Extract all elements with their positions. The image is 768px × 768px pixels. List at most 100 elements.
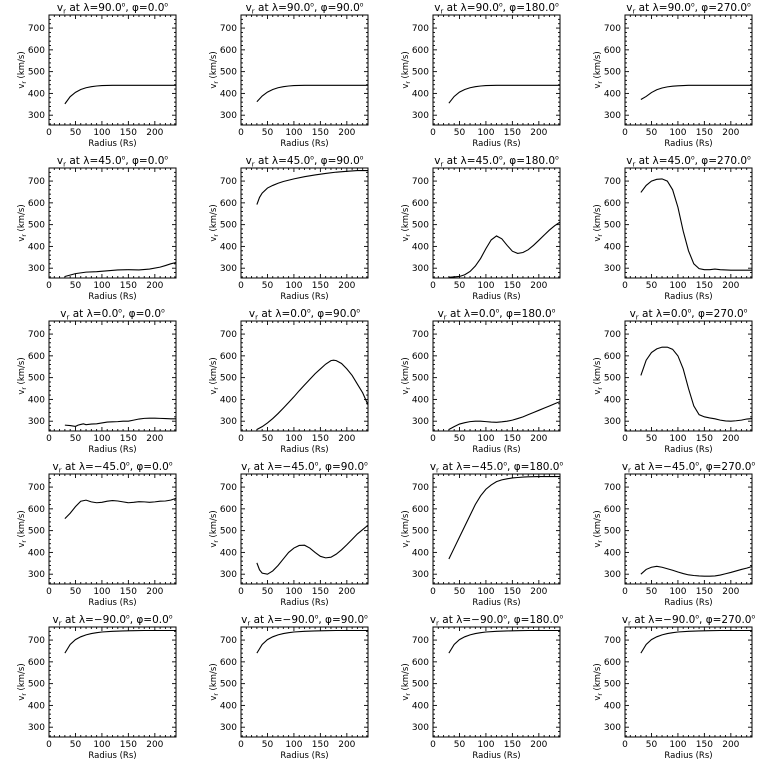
x-tick-label: 200 (530, 128, 547, 138)
chart-svg: vr at λ=45.0o, φ=270.0o 0 50 100 150 200 300 40… (593, 155, 753, 302)
series-line (256, 359, 368, 430)
x-tick-label: 50 (262, 434, 274, 444)
chart-svg: vr at λ=90.0o, φ=180.0o 0 50 100 150 200 300 40… (401, 2, 561, 149)
chart-title: vr at λ=−45.0o, φ=90.0o (241, 461, 368, 475)
x-tick-label: 100 (285, 587, 302, 597)
y-tick-label: 400 (28, 242, 45, 252)
y-axis-label: vr (km/s) (401, 510, 412, 547)
chart-panel: vr at λ=90.0o, φ=0.0o 0 50 100 150 200 300 400 5… (0, 0, 192, 153)
x-tick-label: 200 (338, 128, 355, 138)
y-tick-label: 300 (604, 723, 621, 733)
y-tick-label: 700 (220, 24, 237, 34)
x-axis-label: Radius (Rs) (88, 598, 136, 608)
y-tick-label: 500 (604, 374, 621, 384)
series-line (640, 178, 752, 271)
x-axis-label: Radius (Rs) (280, 139, 328, 149)
y-tick-label: 600 (412, 352, 429, 362)
chart-svg: vr at λ=45.0o, φ=90.0o 0 50 100 150 200 300 400… (209, 155, 369, 302)
series-line (448, 401, 560, 430)
chart-panel: vr at λ=90.0o, φ=90.0o 0 50 100 150 200 300 400… (192, 0, 384, 153)
series-line (64, 629, 176, 654)
chart-panel: vr at λ=0.0o, φ=90.0o 0 50 100 150 200 300 400 5… (192, 306, 384, 459)
chart-svg: vr at λ=45.0o, φ=180.0o 0 50 100 150 200 300 40… (401, 155, 561, 302)
chart-title: vr at λ=90.0o, φ=180.0o (434, 2, 559, 16)
y-tick-label: 400 (412, 395, 429, 405)
y-tick-label: 500 (220, 527, 237, 537)
x-tick-label: 200 (530, 281, 547, 291)
chart-title: vr at λ=45.0o, φ=90.0o (246, 155, 364, 169)
y-tick-label: 500 (28, 374, 45, 384)
y-tick-label: 400 (28, 548, 45, 558)
x-tick-label: 50 (646, 281, 658, 291)
series-line (64, 261, 176, 278)
x-axis-label: Radius (Rs) (472, 292, 520, 302)
chart-svg: vr at λ=0.0o, φ=270.0o 0 50 100 150 200 300 400… (593, 308, 753, 455)
y-tick-label: 300 (220, 417, 237, 427)
x-tick-label: 0 (46, 281, 52, 291)
x-tick-label: 100 (285, 740, 302, 750)
y-tick-label: 600 (412, 46, 429, 56)
y-tick-label: 400 (412, 242, 429, 252)
x-tick-label: 100 (669, 128, 686, 138)
x-axis-label: Radius (Rs) (280, 598, 328, 608)
x-tick-label: 200 (338, 587, 355, 597)
y-tick-label: 700 (220, 483, 237, 493)
x-tick-label: 150 (504, 740, 521, 750)
y-axis-label: vr (km/s) (209, 51, 220, 88)
series-line (256, 524, 368, 575)
x-tick-label: 150 (120, 434, 137, 444)
chart-svg: vr at λ=−90.0o, φ=0.0o 0 50 100 150 200 300 400… (17, 614, 177, 761)
series-line (256, 84, 368, 103)
x-axis-label: Radius (Rs) (664, 445, 712, 455)
y-tick-label: 500 (28, 68, 45, 78)
y-tick-label: 500 (604, 680, 621, 690)
y-axis-label: vr (km/s) (209, 204, 220, 241)
chart-title: vr at λ=−45.0o, φ=270.0o (622, 461, 756, 475)
y-axis-label: vr (km/s) (593, 510, 604, 547)
series-line (256, 629, 368, 654)
x-tick-label: 50 (262, 740, 274, 750)
chart-panel: vr at λ=45.0o, φ=180.0o 0 50 100 150 200 300 40… (384, 153, 576, 306)
y-tick-label: 600 (28, 199, 45, 209)
x-tick-label: 200 (146, 740, 163, 750)
y-tick-label: 300 (28, 111, 45, 121)
x-tick-label: 150 (696, 281, 713, 291)
x-tick-label: 0 (46, 587, 52, 597)
y-tick-label: 500 (220, 221, 237, 231)
chart-title: vr at λ=90.0o, φ=270.0o (626, 2, 751, 16)
y-tick-label: 700 (28, 24, 45, 34)
y-tick-label: 300 (28, 570, 45, 580)
x-tick-label: 150 (696, 434, 713, 444)
y-tick-label: 300 (28, 417, 45, 427)
y-tick-label: 300 (220, 264, 237, 274)
y-tick-label: 500 (412, 527, 429, 537)
y-tick-label: 400 (28, 89, 45, 99)
x-tick-label: 150 (312, 740, 329, 750)
x-tick-label: 0 (238, 434, 244, 444)
x-axis-label: Radius (Rs) (472, 598, 520, 608)
x-tick-label: 200 (146, 128, 163, 138)
y-tick-label: 300 (28, 264, 45, 274)
x-tick-label: 50 (262, 281, 274, 291)
y-tick-label: 300 (220, 111, 237, 121)
x-tick-label: 100 (477, 434, 494, 444)
y-tick-label: 600 (28, 46, 45, 56)
y-axis-label: vr (km/s) (401, 204, 412, 241)
y-tick-label: 300 (604, 264, 621, 274)
y-tick-label: 700 (412, 330, 429, 340)
chart-svg: vr at λ=0.0o, φ=180.0o 0 50 100 150 200 300 400… (401, 308, 561, 455)
y-tick-label: 500 (28, 527, 45, 537)
y-tick-label: 700 (28, 177, 45, 187)
x-tick-label: 100 (285, 281, 302, 291)
y-axis-label: vr (km/s) (593, 663, 604, 700)
x-tick-label: 100 (93, 128, 110, 138)
x-tick-label: 50 (454, 587, 466, 597)
x-axis-label: Radius (Rs) (88, 139, 136, 149)
x-tick-label: 150 (696, 128, 713, 138)
x-tick-label: 50 (262, 128, 274, 138)
x-tick-label: 200 (530, 434, 547, 444)
y-axis-label: vr (km/s) (401, 357, 412, 394)
y-tick-label: 500 (412, 68, 429, 78)
x-tick-label: 150 (312, 434, 329, 444)
